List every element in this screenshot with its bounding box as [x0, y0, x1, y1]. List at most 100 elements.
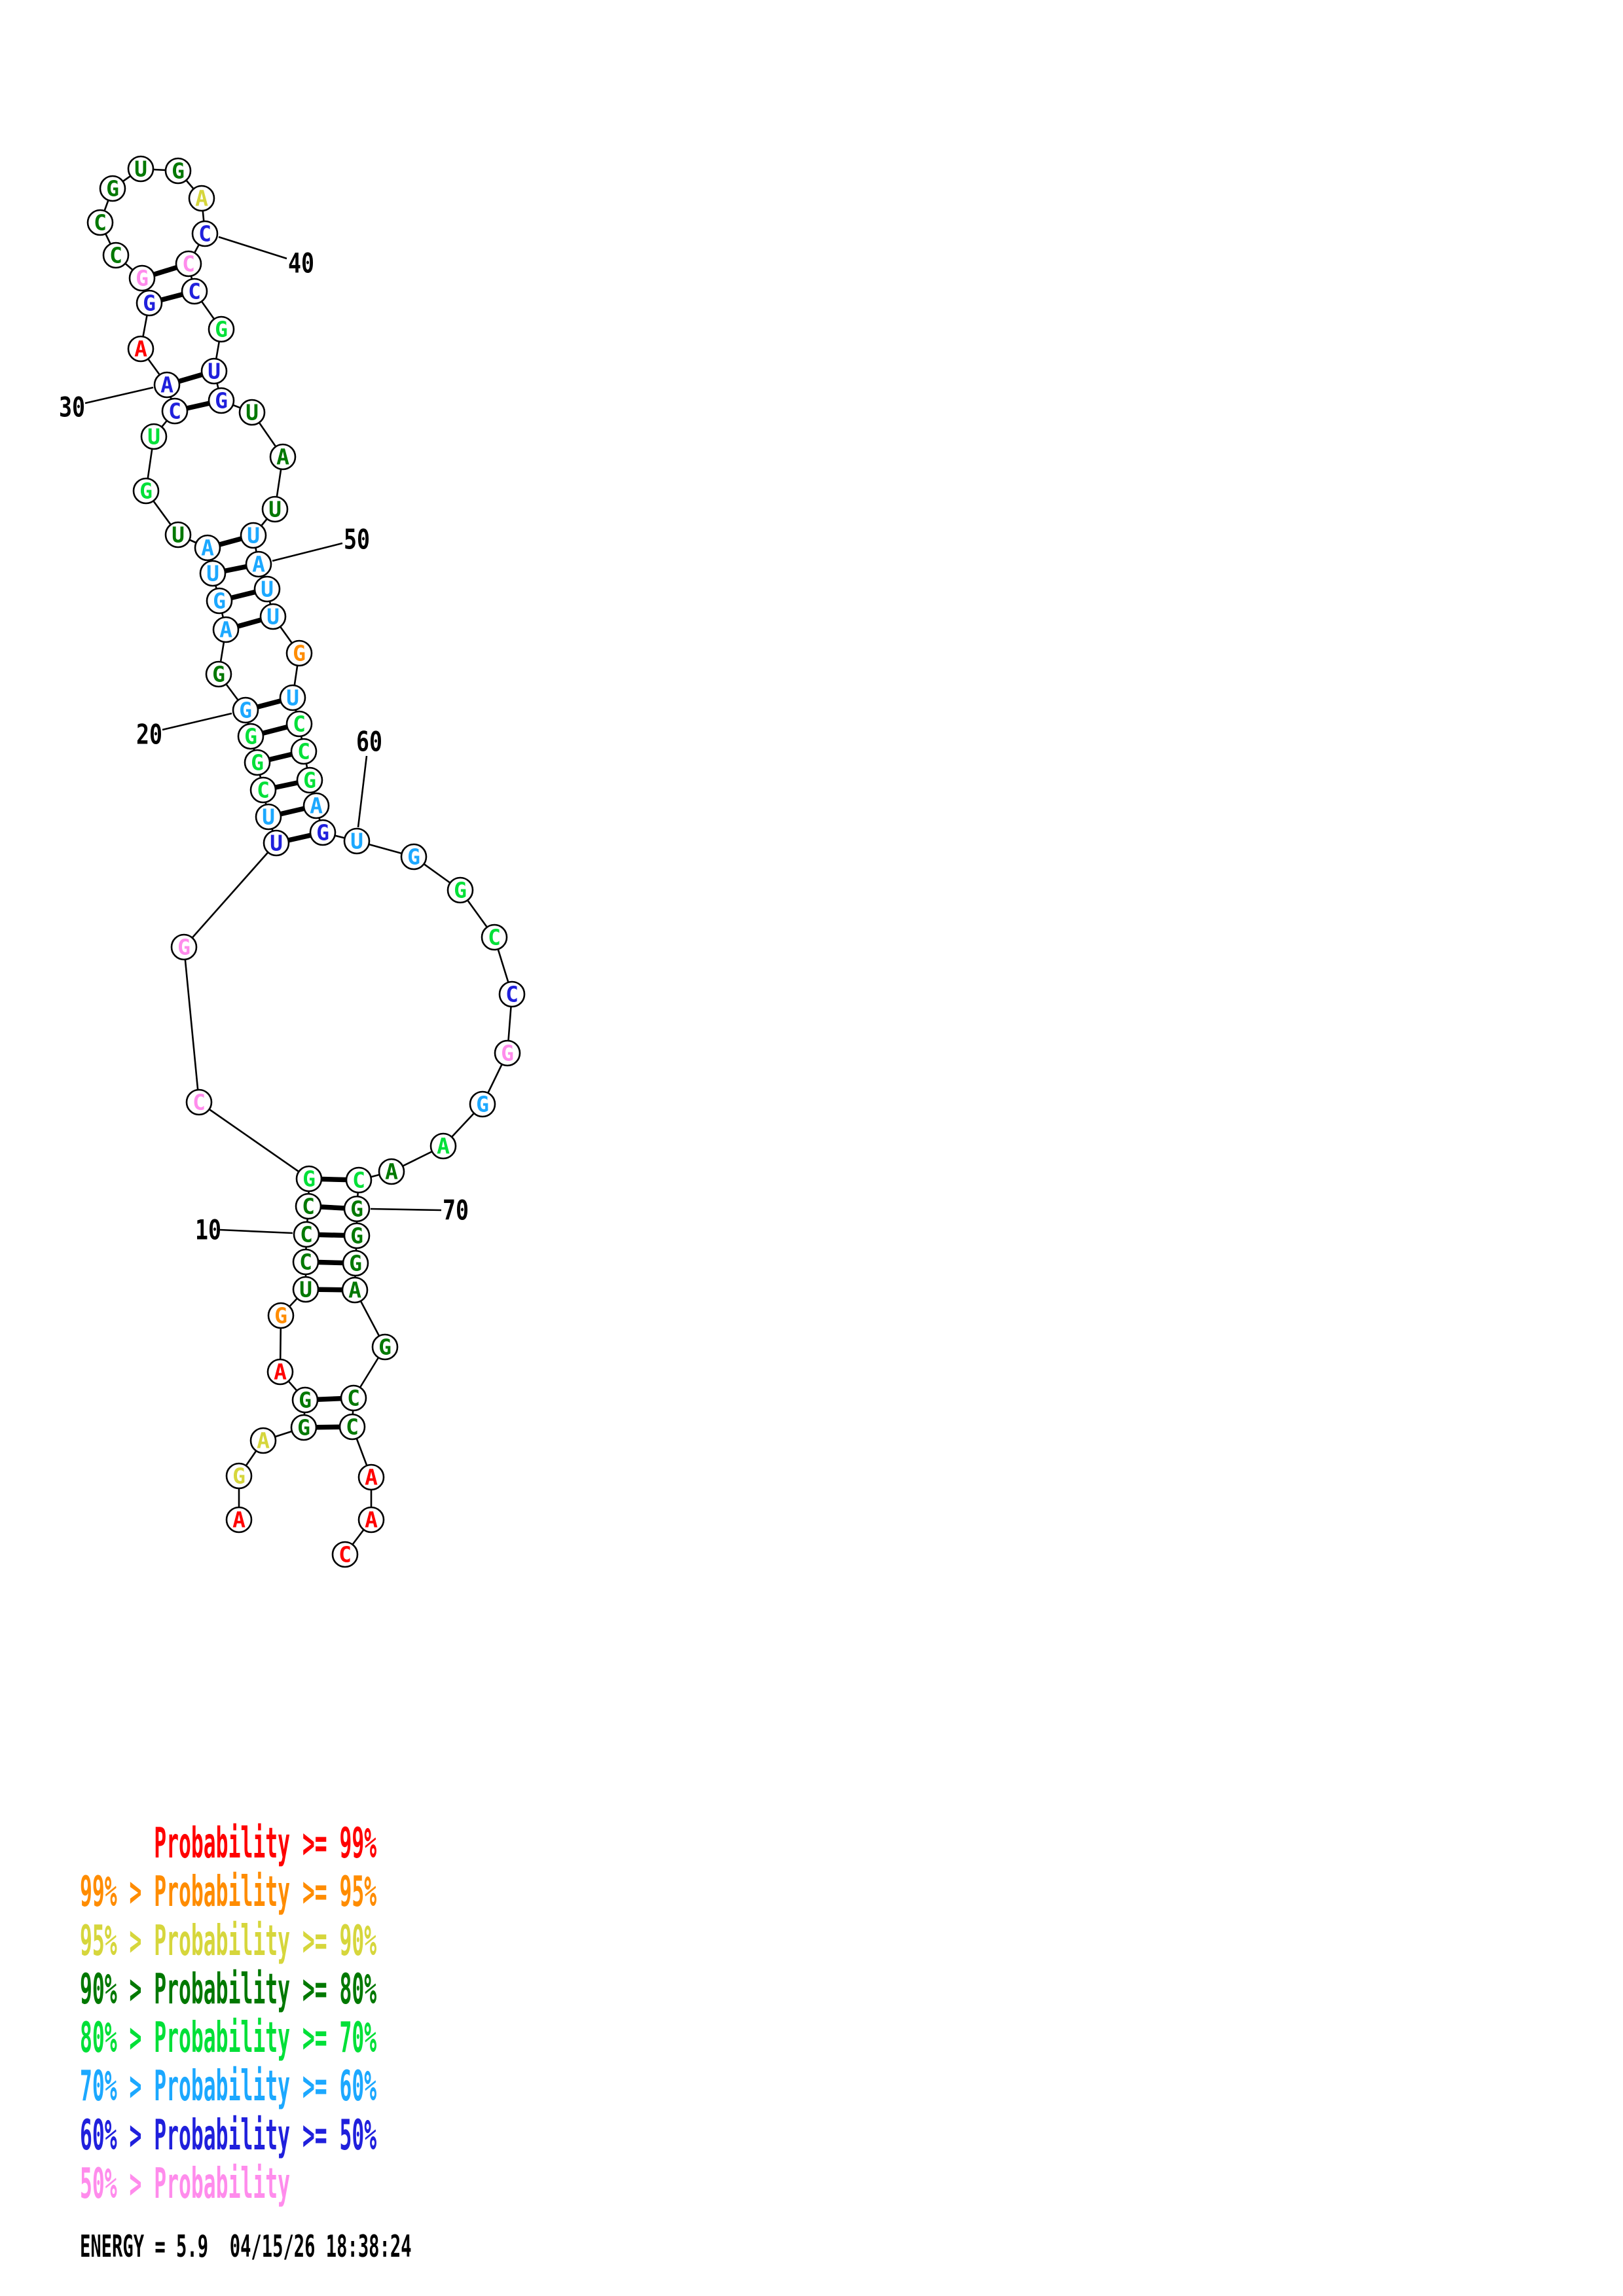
nucleotide-circle-42	[181, 278, 208, 305]
nucleotide-letter-53-G: G	[293, 641, 306, 666]
nucleotide-circle-19	[237, 723, 264, 750]
nucleotide-letter-60-U: U	[350, 829, 363, 854]
nucleotide-circle-59	[309, 819, 337, 846]
legend-line-p90: 95% > Probability >= 90%	[80, 1916, 377, 1965]
nucleotide-letter-56-C: C	[297, 739, 310, 764]
nucleotide-letter-48-U: U	[268, 497, 282, 522]
nucleotide-circle-53	[285, 639, 313, 667]
nucleotide-letter-46-U: U	[246, 400, 259, 425]
nucleotide-letter-69-C: C	[352, 1168, 365, 1193]
nucleotide-circle-8	[292, 1276, 319, 1303]
nucleotide-circle-28	[140, 423, 168, 450]
position-label-line	[218, 236, 287, 260]
nucleotide-letter-32-G: G	[143, 291, 156, 316]
nucleotide-letter-42-C: C	[188, 279, 201, 304]
nucleotide-circle-48	[261, 495, 289, 523]
position-label-30: 30	[59, 391, 85, 423]
nucleotide-letter-57-G: G	[303, 768, 316, 793]
nucleotide-circle-15	[263, 829, 290, 857]
nucleotide-circle-9	[292, 1248, 319, 1276]
nucleotide-circle-4	[290, 1414, 318, 1441]
nucleotide-letter-77-A: A	[365, 1465, 378, 1490]
backbone-link	[183, 842, 277, 948]
legend-line-p60: 70% > Probability >= 60%	[80, 2062, 377, 2111]
nucleotide-circle-29	[161, 397, 189, 425]
nucleotide-letter-71-G: G	[350, 1223, 363, 1249]
nucleotide-letter-7-G: G	[274, 1303, 287, 1329]
nucleotide-circle-72	[342, 1249, 369, 1277]
nucleotide-letter-40-C: C	[198, 221, 211, 247]
nucleotide-letter-64-C: C	[505, 982, 519, 1007]
nucleotide-letter-63-C: C	[488, 925, 501, 950]
nucleotide-letter-70-G: G	[350, 1196, 363, 1222]
nucleotide-circle-43	[208, 315, 235, 343]
nucleotide-letter-8-U: U	[299, 1277, 312, 1302]
nucleotide-letter-45-G: G	[215, 388, 228, 414]
nucleotide-letter-75-C: C	[347, 1386, 360, 1411]
position-label-50: 50	[344, 524, 370, 556]
nucleotide-letter-66-G: G	[476, 1092, 489, 1117]
nucleotide-circle-78	[357, 1506, 385, 1534]
nucleotide-circle-61	[400, 843, 428, 870]
nucleotide-letter-2-G: G	[232, 1463, 246, 1489]
nucleotide-circle-34	[102, 242, 130, 269]
nucleotide-letter-35-C: C	[94, 210, 107, 236]
probability-legend: Probability >= 99% 99% > Probability >= …	[80, 1820, 685, 2208]
nucleotide-letter-27-G: G	[139, 478, 153, 504]
nucleotide-circle-32	[136, 289, 163, 317]
nucleotide-letter-17-C: C	[257, 778, 270, 803]
nucleotide-circle-79	[331, 1541, 359, 1568]
nucleotide-letter-62-G: G	[454, 878, 467, 903]
nucleotide-circle-7	[267, 1302, 295, 1329]
nucleotide-circle-40	[191, 220, 219, 247]
nucleotide-circle-68	[378, 1158, 405, 1185]
nucleotide-circle-77	[357, 1463, 385, 1491]
nucleotide-circle-27	[132, 477, 160, 505]
nucleotide-circle-41	[175, 250, 202, 278]
nucleotide-letter-19-G: G	[244, 724, 257, 749]
nucleotide-circle-66	[469, 1090, 496, 1118]
nucleotide-circle-38	[164, 157, 192, 185]
nucleotide-letter-18-G: G	[251, 750, 264, 776]
position-label-line	[272, 542, 343, 562]
nucleotide-letter-55-C: C	[293, 711, 306, 737]
nucleotide-circle-47	[269, 443, 297, 471]
nucleotide-letter-59-G: G	[316, 820, 329, 846]
position-label-70: 70	[443, 1194, 469, 1227]
nucleotide-letter-79-C: C	[338, 1542, 352, 1568]
position-label-60: 60	[356, 726, 382, 758]
position-label-line	[370, 1208, 442, 1211]
nucleotide-circle-10	[293, 1221, 320, 1248]
nucleotide-letter-10-C: C	[300, 1222, 313, 1247]
nucleotide-circle-24	[199, 560, 227, 587]
legend-line-p70: 80% > Probability >= 70%	[80, 2014, 377, 2063]
position-label-20: 20	[136, 719, 162, 751]
nucleotide-letter-38-G: G	[172, 158, 185, 184]
nucleotide-circle-56	[290, 738, 318, 765]
nucleotide-circle-46	[238, 399, 266, 426]
energy-timestamp: ENERGY = 5.9 04/15/26 18:38:24	[80, 2229, 412, 2264]
nucleotide-letter-22-A: A	[219, 617, 232, 643]
nucleotide-circle-25	[194, 534, 221, 562]
nucleotide-letter-44-U: U	[208, 359, 221, 384]
nucleotide-letter-67-A: A	[437, 1134, 450, 1159]
nucleotide-circle-16	[255, 803, 282, 831]
nucleotide-circle-57	[296, 766, 323, 794]
nucleotide-circle-11	[295, 1193, 322, 1220]
nucleotide-letter-34-C: C	[109, 243, 122, 268]
nucleotide-circle-65	[494, 1039, 521, 1067]
nucleotide-circle-30	[153, 371, 181, 399]
nucleotide-letter-24-U: U	[206, 561, 219, 586]
nucleotide-circle-63	[481, 924, 508, 951]
nucleotide-circle-18	[244, 749, 271, 776]
nucleotide-circle-49	[240, 522, 267, 549]
position-label-line	[357, 755, 368, 828]
nucleotide-letter-20-G: G	[239, 698, 252, 723]
nucleotide-letter-37-U: U	[134, 156, 147, 182]
nucleotide-letter-12-G: G	[302, 1166, 316, 1192]
nucleotide-letter-52-U: U	[266, 604, 280, 630]
nucleotide-circle-3	[249, 1427, 277, 1454]
nucleotide-letter-15-U: U	[270, 831, 283, 856]
nucleotide-letter-26-U: U	[172, 522, 185, 548]
nucleotide-letter-6-A: A	[274, 1359, 287, 1385]
